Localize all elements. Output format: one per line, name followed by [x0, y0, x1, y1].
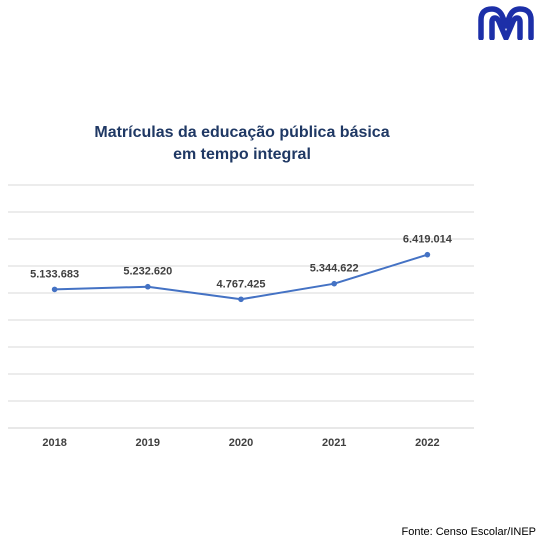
logo-inner-path	[489, 15, 523, 40]
brand-logo-icon	[478, 6, 534, 40]
source-note: Fonte: Censo Escolar/INEP	[401, 526, 536, 538]
data-label: 5.232.620	[123, 266, 172, 278]
line-chart: 5.133.683 5.232.620 4.767.425 5.344.622 6.41…	[8, 184, 474, 449]
chart-title-line-2: em tempo integral	[173, 146, 311, 163]
x-tick-label: 2020	[229, 437, 253, 449]
data-point	[145, 283, 151, 290]
data-label: 5.344.622	[310, 263, 359, 275]
x-tick-label: 2021	[322, 437, 346, 449]
data-point	[424, 251, 431, 258]
data-point	[331, 280, 338, 287]
data-label: 5.133.683	[30, 268, 79, 280]
data-point	[238, 296, 244, 303]
chart-title: Matrículas da educação pública básica em…	[0, 122, 484, 166]
chart-title-line-1: Matrículas da educação pública básica	[94, 124, 390, 141]
data-label: 6.419.014	[403, 234, 453, 246]
x-tick-label: 2022	[415, 437, 439, 449]
x-axis-labels: 2018 2019 2020 2021 2022	[42, 437, 439, 449]
data-point	[51, 286, 58, 293]
x-tick-label: 2018	[42, 437, 66, 449]
x-tick-label: 2019	[136, 437, 160, 449]
series-group: 5.133.683 5.232.620 4.767.425 5.344.622 6.41…	[30, 234, 453, 303]
data-label: 4.767.425	[217, 278, 266, 290]
gridlines	[8, 184, 474, 429]
logo-arch-path	[478, 6, 534, 40]
